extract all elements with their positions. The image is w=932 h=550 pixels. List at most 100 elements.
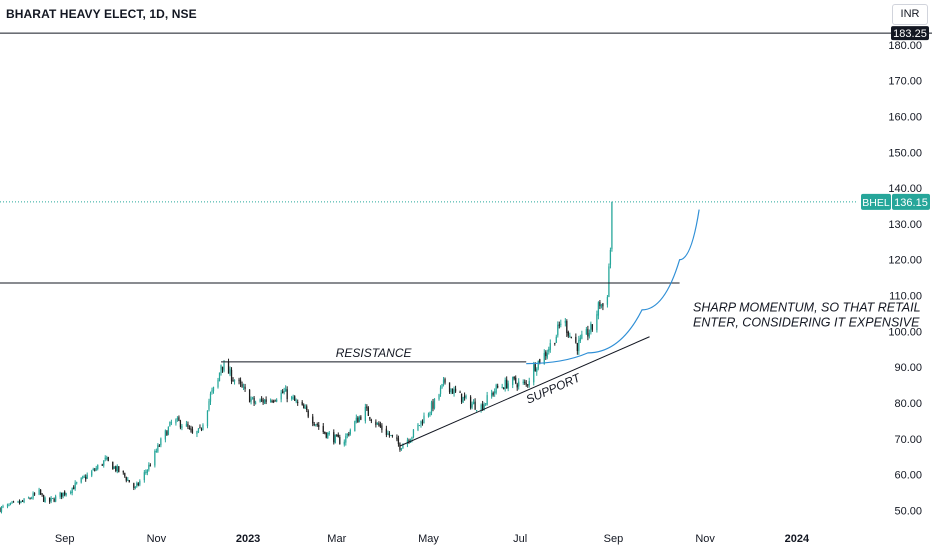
candle — [86, 472, 88, 479]
candle-body — [516, 384, 518, 388]
candle-body — [429, 412, 431, 416]
candle — [548, 346, 550, 355]
candle-body — [9, 502, 12, 505]
candle-body — [576, 343, 578, 352]
candle — [294, 395, 296, 401]
candle-body — [402, 444, 404, 449]
candle-body — [271, 401, 273, 403]
candle — [271, 399, 273, 403]
candle — [179, 419, 182, 430]
candle-body — [596, 314, 598, 331]
candle — [376, 422, 379, 426]
candle — [146, 469, 148, 476]
candle-body — [450, 388, 452, 393]
candle — [197, 428, 200, 434]
candle — [474, 398, 476, 411]
candle — [411, 436, 413, 443]
candle-body — [101, 464, 103, 466]
candle-body — [178, 417, 180, 421]
candle-body — [564, 321, 566, 323]
candle-body — [301, 402, 303, 405]
candle-body — [554, 343, 556, 345]
candle — [85, 474, 87, 482]
candle-body — [444, 378, 446, 383]
candle — [348, 431, 350, 437]
candle — [106, 455, 108, 461]
candle-body — [217, 379, 219, 388]
candle-body — [212, 386, 215, 392]
candle — [543, 349, 545, 365]
candle-body — [391, 434, 394, 437]
candle-body — [327, 432, 329, 439]
candle — [220, 364, 222, 376]
candle — [51, 497, 54, 500]
candle — [463, 392, 466, 401]
candle — [360, 415, 362, 421]
candle — [367, 406, 369, 416]
candle-body — [134, 487, 136, 489]
candle-body — [199, 427, 201, 429]
annotation-note-line2: ENTER, CONSIDERING IT EXPENSIVE — [693, 316, 920, 330]
candle — [291, 395, 293, 401]
candle — [438, 393, 440, 401]
y-tick-label: 100.00 — [888, 326, 922, 338]
candle-body — [597, 302, 600, 316]
candle-body — [315, 424, 317, 426]
candle — [21, 499, 24, 502]
candle-body — [118, 466, 120, 472]
candle-body — [465, 396, 467, 398]
candle-body — [218, 372, 221, 382]
candle — [70, 490, 72, 495]
candle — [485, 403, 487, 407]
candle-body — [537, 360, 539, 369]
candle-body — [322, 426, 324, 433]
candle-body — [160, 438, 162, 446]
candle-body — [448, 382, 451, 393]
candle — [229, 366, 231, 377]
candle — [336, 434, 338, 437]
candle-body — [400, 448, 403, 450]
candle-body — [504, 379, 506, 389]
candle — [170, 419, 173, 426]
candle-body — [175, 419, 177, 424]
candle-body — [555, 336, 557, 343]
candle — [157, 443, 159, 453]
candle-body — [21, 500, 24, 502]
candle-body — [107, 456, 109, 461]
candle — [536, 367, 538, 376]
candle-body — [370, 419, 372, 421]
candle — [11, 500, 13, 504]
ticker-tag-label: BHEL — [862, 197, 890, 209]
candle-body — [599, 301, 601, 306]
candle — [570, 336, 572, 339]
candle-body — [149, 465, 151, 467]
candle — [600, 303, 603, 309]
candle — [385, 425, 388, 438]
candle-body — [304, 407, 306, 409]
candle-body — [388, 433, 391, 436]
candle — [515, 375, 517, 385]
candle — [74, 480, 76, 491]
candle — [178, 415, 180, 422]
candle-body — [94, 469, 96, 471]
candle-body — [148, 464, 150, 470]
candle-body — [276, 399, 278, 402]
candle-body — [220, 365, 222, 374]
candle-body — [522, 381, 524, 383]
candle — [122, 470, 124, 475]
candle-body — [146, 470, 148, 473]
candle-body — [33, 493, 36, 495]
candle-body — [534, 363, 536, 372]
y-tick-label: 50.00 — [894, 505, 922, 517]
candle-body — [263, 399, 266, 404]
currency-button[interactable]: INR — [892, 4, 928, 25]
candle-body — [367, 407, 369, 416]
candle-body — [471, 403, 473, 408]
candle — [578, 335, 580, 355]
candle — [486, 391, 488, 406]
candle-body — [282, 391, 284, 394]
candle — [191, 426, 194, 434]
candle-body — [390, 435, 392, 437]
candle — [459, 390, 461, 393]
